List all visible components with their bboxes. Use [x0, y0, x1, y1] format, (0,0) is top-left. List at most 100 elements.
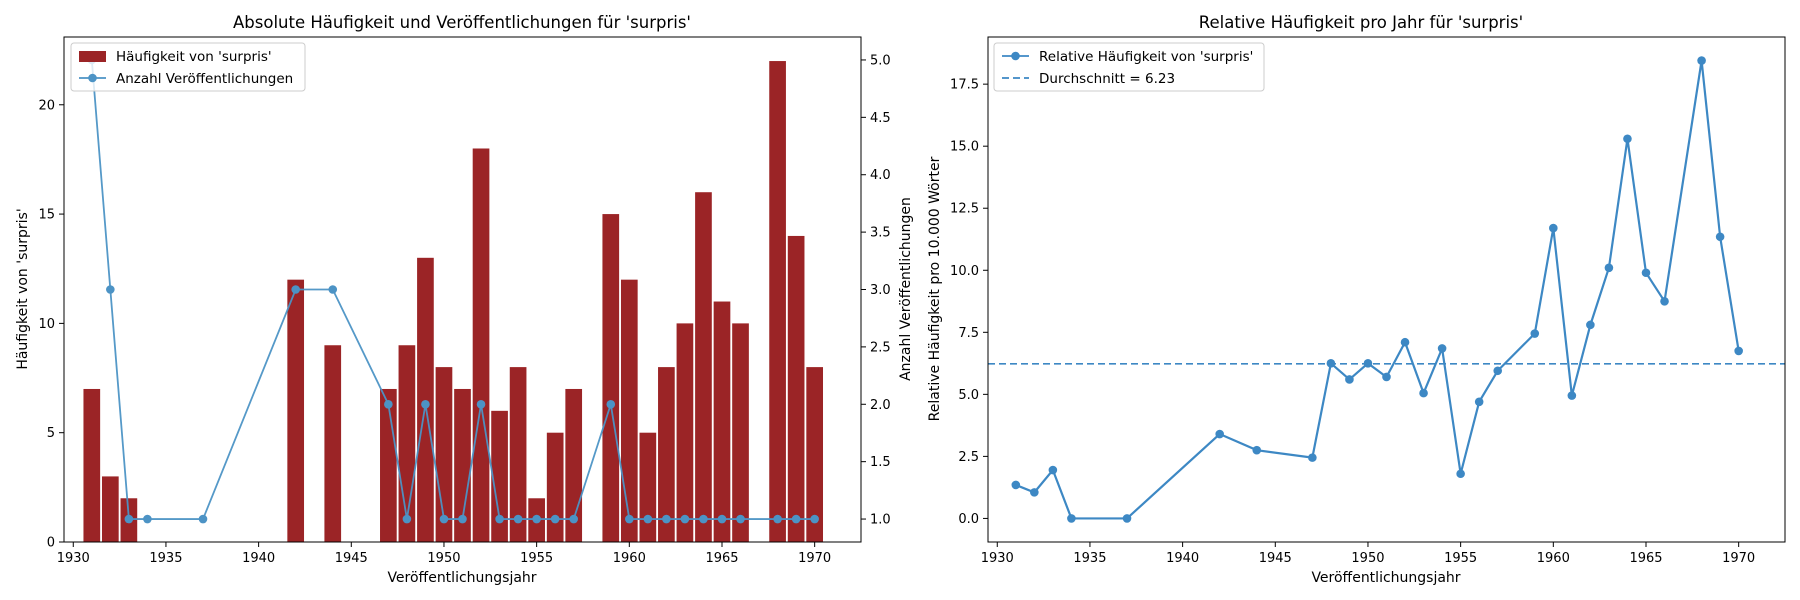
left-x-tick-label-1935: 1935	[149, 551, 182, 566]
frequency-bar-1931	[83, 388, 101, 542]
frequency-bar-1964	[695, 192, 712, 543]
left-y2-tick-label-1.5: 1.5	[870, 455, 891, 470]
relative-point-1961	[1567, 391, 1577, 400]
publications-point-1951	[458, 514, 467, 524]
publications-point-1937	[198, 514, 208, 524]
publications-point-1963	[680, 514, 690, 524]
left-y-tick-label-5: 5	[47, 426, 55, 441]
left-chart-title: Absolute Häufigkeit und Veröffentlichung…	[233, 13, 691, 32]
right-y-tick-label-10: 10.0	[950, 264, 979, 279]
left-x-tick-label-1965: 1965	[705, 551, 738, 566]
right-x-tick-label-1965: 1965	[1629, 551, 1662, 566]
relative-point-1931	[1011, 480, 1021, 490]
publications-point-1961	[643, 514, 653, 524]
relative-point-1966	[1660, 296, 1669, 306]
right-x-tick-label-1950: 1950	[1351, 551, 1384, 566]
right-y-ticks: 0.0 2.5 5.0 7.5 10.0 12.5 15.0 17.5	[950, 78, 988, 527]
publications-point-1944	[328, 285, 338, 294]
publications-point-1947	[384, 399, 393, 409]
publications-point-1965	[717, 514, 727, 524]
right-x-tick-label-1970: 1970	[1722, 551, 1755, 566]
relative-point-1969	[1715, 232, 1725, 242]
left-x-tick-label-1945: 1945	[335, 551, 368, 566]
publications-point-1970	[810, 514, 819, 524]
frequency-bar-1965	[713, 301, 731, 542]
right-y-tick-label-12.5: 12.5	[950, 202, 979, 217]
relative-point-1962	[1586, 320, 1595, 330]
left-y-tick-label-10: 10	[38, 317, 55, 332]
legend-marker-relative	[1011, 51, 1020, 61]
frequency-bar-1970	[806, 367, 824, 542]
right-x-tick-label-1945: 1945	[1259, 551, 1292, 566]
publications-point-1962	[662, 514, 671, 524]
frequency-bar-1960	[620, 279, 638, 542]
relative-point-1942	[1215, 429, 1224, 439]
legend-label-mean: Durchschnitt = 6.23	[1039, 71, 1175, 87]
right-chart-title: Relative Häufigkeit pro Jahr für 'surpri…	[1199, 13, 1523, 32]
relative-point-1949	[1345, 375, 1354, 384]
frequency-bar-1952	[472, 148, 490, 542]
left-x-tick-label-1970: 1970	[798, 551, 831, 566]
publications-point-1950	[439, 514, 449, 524]
relative-point-1932	[1030, 488, 1039, 497]
frequency-bar-1953	[491, 410, 508, 542]
left-y2-ticks: 1.0 1.5 2.0 2.5 3.0 3.5 4.0 4.5 5.0	[861, 53, 891, 528]
left-x-tick-label-1955: 1955	[520, 551, 553, 566]
relative-point-1955	[1456, 469, 1465, 479]
frequency-bar-1959	[602, 214, 620, 542]
left-y-ticks: 0 5 10 15 20	[38, 98, 64, 551]
right-y-tick-label-7.5: 7.5	[958, 326, 979, 341]
relative-point-1934	[1067, 514, 1076, 523]
right-y-tick-label-15: 15.0	[950, 140, 979, 155]
relative-point-1944	[1252, 445, 1262, 455]
relative-point-1959	[1530, 329, 1540, 338]
right-y-tick-label-5: 5.0	[958, 388, 979, 403]
left-legend: Häufigkeit von 'surpris' Anzahl Veröffen…	[70, 42, 306, 92]
frequency-bar-1942	[287, 279, 305, 542]
frequency-bar-1948	[398, 345, 416, 542]
publications-point-1952	[476, 399, 486, 409]
right-y-tick-label-17.5: 17.5	[950, 78, 979, 93]
right-x-tick-label-1940: 1940	[1166, 551, 1199, 566]
right-x-tick-label-1960: 1960	[1537, 551, 1570, 566]
relative-point-1948	[1326, 359, 1336, 368]
right-x-ticks: 1930 1935 1940 1945 1950 1955 1960 1965 1970	[981, 542, 1755, 566]
relative-point-1951	[1382, 372, 1391, 382]
left-y2-tick-label-1: 1.0	[870, 513, 891, 528]
frequency-bar-1954	[509, 367, 527, 542]
legend-label-publications: Anzahl Veröffentlichungen	[116, 71, 293, 87]
relative-point-1947	[1308, 453, 1317, 462]
frequency-bar-1956	[546, 432, 564, 542]
right-y-tick-label-0: 0.0	[958, 512, 979, 527]
right-y-tick-label-2.5: 2.5	[958, 450, 979, 465]
publications-point-1933	[124, 514, 134, 524]
publications-point-1968	[773, 514, 782, 524]
left-y2-tick-label-4.5: 4.5	[870, 111, 891, 126]
relative-point-1956	[1474, 397, 1484, 407]
frequency-bar-1963	[676, 323, 694, 542]
right-x-tick-label-1955: 1955	[1444, 551, 1477, 566]
publications-point-1957	[569, 514, 579, 524]
relative-point-1957	[1493, 366, 1503, 376]
relative-point-1970	[1734, 346, 1743, 356]
left-y-axis-label: Häufigkeit von 'surpris'	[15, 208, 31, 369]
relative-point-1960	[1549, 223, 1558, 233]
left-x-tick-label-1940: 1940	[242, 551, 275, 566]
left-x-ticks: 1930 1935 1940 1945 1950 1955 1960 1965 1970	[57, 542, 831, 566]
left-x-tick-label-1960: 1960	[613, 551, 646, 566]
left-legend-frame	[70, 42, 306, 92]
publications-point-1949	[421, 399, 430, 409]
relative-point-1968	[1697, 56, 1706, 65]
left-y2-tick-label-5: 5.0	[870, 53, 891, 68]
frequency-bar-1966	[732, 323, 749, 542]
left-y2-tick-label-3: 3.0	[870, 283, 891, 298]
relative-point-1954	[1437, 344, 1447, 353]
publications-point-1964	[699, 514, 708, 524]
publications-point-1954	[513, 514, 523, 524]
publications-point-1959	[606, 399, 616, 409]
left-y2-tick-label-2.5: 2.5	[870, 340, 891, 355]
left-y2-axis-label: Anzahl Veröffentlichungen	[898, 197, 914, 381]
frequency-bar-1932	[101, 476, 119, 542]
publications-point-1960	[625, 514, 634, 524]
